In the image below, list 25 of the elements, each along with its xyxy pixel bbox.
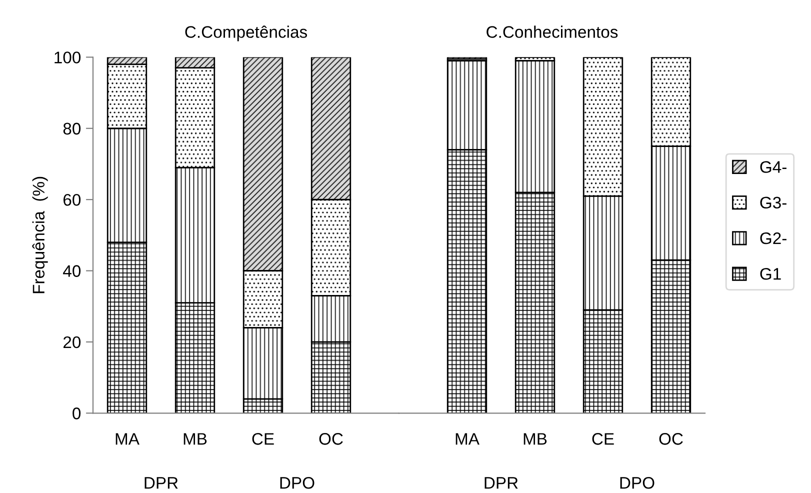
x-tick-label: OC	[319, 433, 343, 445]
text: DPO	[280, 476, 314, 489]
y-tick-label: 80	[63, 122, 81, 135]
x-tick-label: CE	[252, 433, 274, 445]
text: DPR	[144, 477, 178, 489]
y-tick-label: 40	[63, 265, 81, 277]
chart-title: C.Competências	[185, 26, 307, 42]
y-tick-label: 60	[64, 194, 81, 206]
legend-label: G1	[760, 268, 781, 280]
x-tick-label: MB	[524, 433, 547, 445]
x-tick-label: MA	[456, 433, 480, 445]
legend-label: G4-	[760, 161, 786, 173]
x-tick-label: CE	[592, 433, 614, 445]
y-tick-label: 100	[54, 52, 81, 64]
y-tick-label: 20	[63, 336, 81, 348]
chart-title: C.Conhecimentos	[486, 26, 618, 38]
text: DPR	[484, 477, 518, 489]
y-tick-label: 0	[72, 408, 81, 420]
x-tick-label: OC	[659, 433, 683, 445]
x-tick-label: MB	[184, 433, 207, 445]
x-tick-label: MA	[116, 433, 140, 445]
legend-label: G2-	[760, 232, 786, 244]
legend-label: G3-	[760, 196, 786, 209]
y-axis-title: Frequência (%)	[32, 176, 48, 294]
text: DPO	[620, 476, 654, 489]
